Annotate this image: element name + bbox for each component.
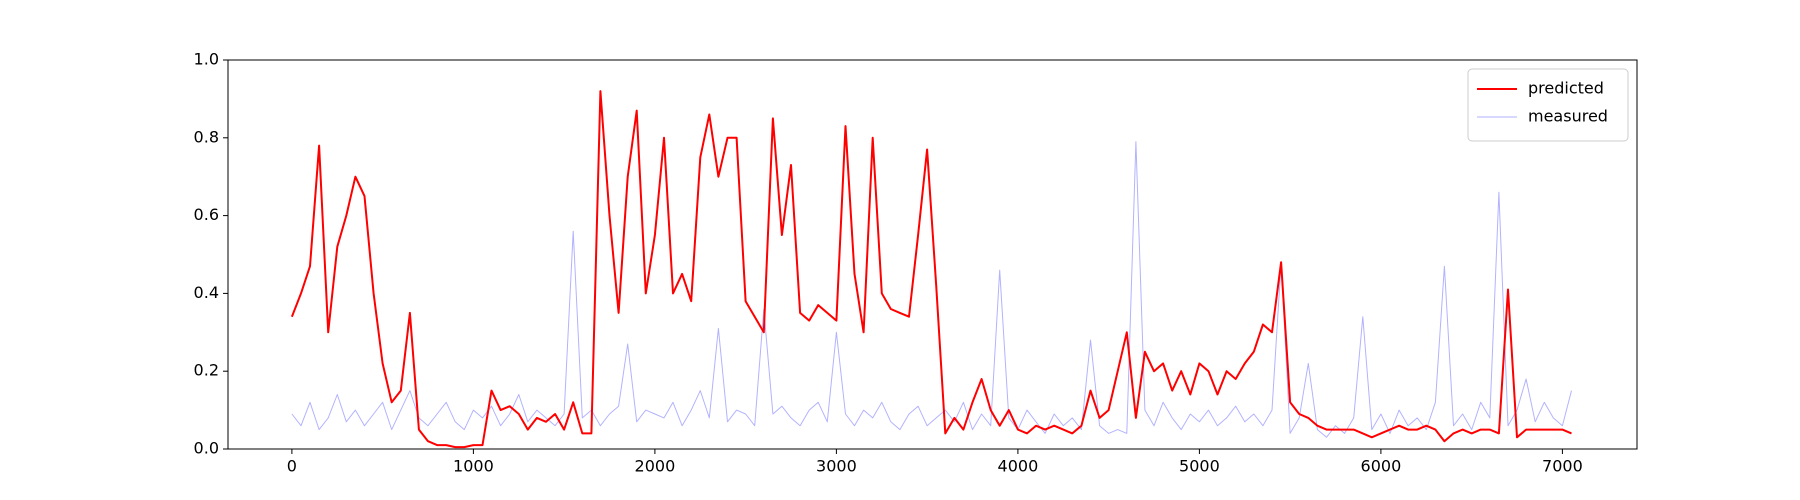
legend-label: predicted bbox=[1528, 79, 1604, 98]
x-tick-label: 4000 bbox=[998, 457, 1039, 476]
y-tick-label: 0.0 bbox=[194, 439, 219, 458]
x-tick-label: 0 bbox=[287, 457, 297, 476]
y-tick-label: 0.8 bbox=[194, 127, 219, 146]
y-tick-label: 1.0 bbox=[194, 50, 219, 69]
x-tick-label: 3000 bbox=[816, 457, 857, 476]
y-tick-label: 0.2 bbox=[194, 361, 219, 380]
x-tick-label: 2000 bbox=[635, 457, 676, 476]
x-tick-label: 5000 bbox=[1179, 457, 1220, 476]
line-predicted bbox=[290, 90, 1572, 449]
x-tick-label: 1000 bbox=[453, 457, 494, 476]
x-tick-label: 6000 bbox=[1361, 457, 1402, 476]
legend-box bbox=[1467, 68, 1629, 142]
y-tick-label: 0.4 bbox=[194, 283, 219, 302]
line-measured bbox=[291, 141, 1572, 438]
y-tick-label: 0.6 bbox=[194, 205, 219, 224]
legend-label: measured bbox=[1528, 107, 1608, 126]
x-tick-label: 7000 bbox=[1542, 457, 1583, 476]
plot-frame bbox=[227, 59, 1638, 450]
